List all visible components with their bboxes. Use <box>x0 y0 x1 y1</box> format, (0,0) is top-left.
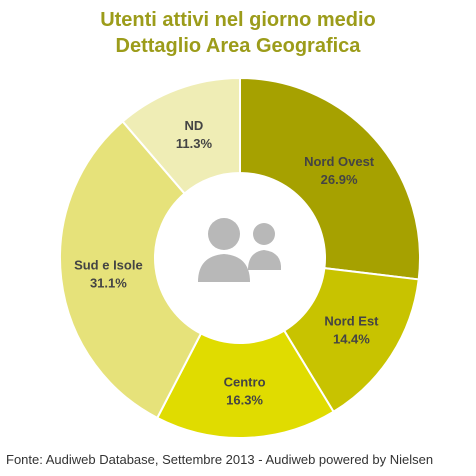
donut-hole <box>155 173 325 343</box>
slice-value-nord-ovest: 26.9% <box>321 172 358 187</box>
slice-value-sud-e-isole: 31.1% <box>90 275 127 290</box>
source-note: Fonte: Audiweb Database, Settembre 2013 … <box>6 452 434 467</box>
slice-sud-e-isole <box>59 120 203 420</box>
slice-label-nord-est: Nord Est <box>324 314 379 329</box>
slice-label-sud-e-isole: Sud e Isole <box>74 257 143 272</box>
slice-label-centro: Centro <box>224 374 266 389</box>
slice-label-nd: ND <box>185 118 204 133</box>
slice-label-nord-ovest: Nord Ovest <box>304 154 375 169</box>
slice-value-nd: 11.3% <box>176 136 213 151</box>
users-icon <box>198 218 281 282</box>
slice-value-nord-est: 14.4% <box>333 332 370 347</box>
slice-value-centro: 16.3% <box>226 392 263 407</box>
chart-subtitle: Dettaglio Area Geografica <box>115 35 361 57</box>
chart-title: Utenti attivi nel giorno medio <box>100 9 376 31</box>
